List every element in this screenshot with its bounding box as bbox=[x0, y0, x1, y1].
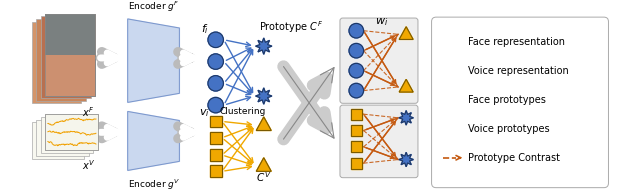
Bar bbox=[210, 116, 221, 127]
FancyBboxPatch shape bbox=[431, 17, 609, 188]
Text: Face prototypes: Face prototypes bbox=[468, 95, 546, 105]
Bar bbox=[351, 109, 362, 120]
Bar bbox=[45, 14, 95, 55]
Text: Prototype Contrast: Prototype Contrast bbox=[468, 153, 560, 163]
Circle shape bbox=[349, 23, 364, 38]
Bar bbox=[36, 120, 89, 156]
Bar bbox=[210, 132, 221, 144]
Bar bbox=[45, 55, 95, 96]
Polygon shape bbox=[399, 27, 413, 39]
Text: $C^V$: $C^V$ bbox=[256, 170, 271, 184]
Bar bbox=[351, 141, 362, 152]
Circle shape bbox=[349, 83, 364, 98]
Text: $v_i$: $v_i$ bbox=[200, 107, 210, 119]
Text: Voice prototypes: Voice prototypes bbox=[468, 124, 550, 134]
Bar bbox=[448, 64, 461, 77]
Polygon shape bbox=[256, 117, 271, 131]
Bar bbox=[351, 141, 362, 152]
FancyBboxPatch shape bbox=[340, 105, 418, 178]
Text: $x^F$: $x^F$ bbox=[83, 105, 95, 119]
Circle shape bbox=[208, 32, 223, 48]
Text: Voice representation: Voice representation bbox=[468, 66, 568, 76]
Bar bbox=[45, 14, 95, 96]
Bar bbox=[31, 22, 81, 103]
Circle shape bbox=[349, 63, 364, 78]
Bar bbox=[351, 158, 362, 169]
Circle shape bbox=[208, 97, 223, 113]
Bar bbox=[351, 125, 362, 136]
Circle shape bbox=[208, 76, 223, 91]
Text: Prototype $C^F$: Prototype $C^F$ bbox=[259, 19, 323, 35]
Bar bbox=[210, 116, 221, 127]
Circle shape bbox=[349, 43, 364, 58]
Polygon shape bbox=[399, 79, 413, 92]
Circle shape bbox=[208, 54, 223, 69]
Text: Encoder $g^V$: Encoder $g^V$ bbox=[128, 178, 180, 192]
Circle shape bbox=[447, 34, 461, 49]
Polygon shape bbox=[128, 19, 179, 102]
Text: $w_i$: $w_i$ bbox=[375, 16, 388, 28]
Bar bbox=[210, 149, 221, 161]
Bar bbox=[40, 117, 93, 153]
Polygon shape bbox=[128, 112, 179, 170]
Text: $x^V$: $x^V$ bbox=[82, 158, 95, 171]
Bar bbox=[351, 158, 362, 169]
Polygon shape bbox=[399, 111, 413, 125]
Bar bbox=[45, 114, 98, 151]
Bar bbox=[40, 16, 90, 98]
Polygon shape bbox=[447, 120, 461, 134]
Bar bbox=[448, 64, 461, 77]
Bar bbox=[210, 165, 221, 177]
Bar bbox=[210, 149, 221, 161]
Bar bbox=[36, 19, 86, 100]
Polygon shape bbox=[255, 38, 272, 54]
Bar bbox=[351, 125, 362, 136]
Bar bbox=[210, 132, 221, 144]
Text: Clustering: Clustering bbox=[220, 107, 266, 116]
Bar bbox=[45, 14, 95, 96]
Polygon shape bbox=[255, 88, 272, 104]
Bar bbox=[210, 165, 221, 177]
Polygon shape bbox=[256, 158, 271, 171]
Text: Face representation: Face representation bbox=[468, 37, 565, 47]
Bar bbox=[31, 122, 84, 159]
Polygon shape bbox=[446, 92, 463, 108]
Bar bbox=[45, 114, 98, 151]
Bar bbox=[45, 14, 95, 96]
Text: Encoder $g^F$: Encoder $g^F$ bbox=[128, 0, 180, 14]
Polygon shape bbox=[399, 152, 413, 167]
FancyBboxPatch shape bbox=[340, 18, 418, 103]
Text: $f_i$: $f_i$ bbox=[201, 22, 209, 36]
Bar bbox=[351, 109, 362, 120]
